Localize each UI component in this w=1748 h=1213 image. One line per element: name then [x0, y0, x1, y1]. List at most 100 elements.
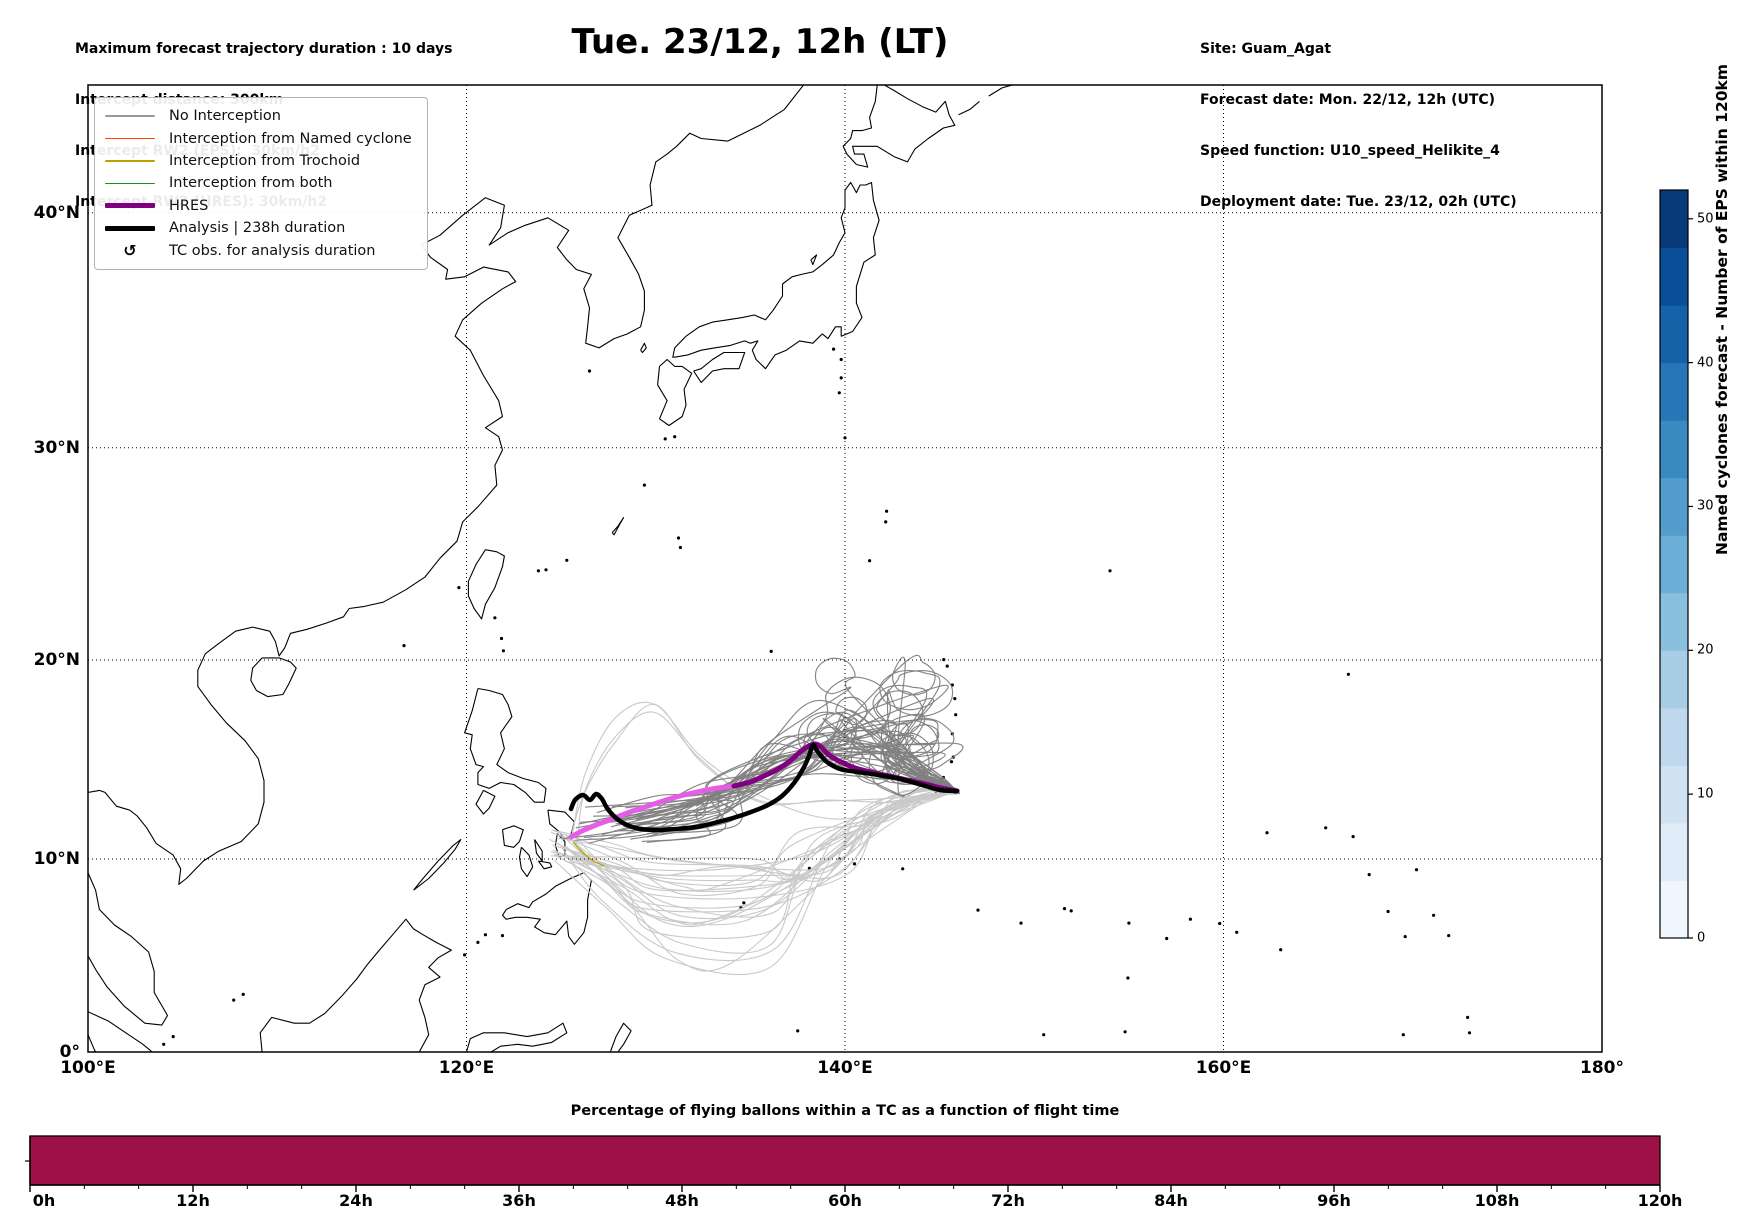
- eps-trajectory-no-interception: [570, 790, 959, 954]
- latitude-tick-label: 0°: [59, 1042, 80, 1062]
- eps-trajectory-no-interception: [566, 789, 958, 880]
- island-dot: [501, 649, 505, 653]
- coastline: [672, 181, 880, 370]
- colorbar-segment: [1660, 362, 1688, 421]
- coastline: [88, 872, 169, 1026]
- coastline: [465, 1022, 568, 1052]
- island-dot: [1467, 1031, 1472, 1035]
- island-dot: [1367, 873, 1371, 877]
- colorbar-axis-label: Named cyclones forecast - Number of EPS …: [1713, 64, 1731, 555]
- flight-time-tick-label: 12h: [176, 1191, 210, 1210]
- coastline: [609, 1022, 632, 1052]
- island-dot: [769, 649, 773, 654]
- eps-trajectory-no-interception: [564, 789, 958, 918]
- legend-item-named-cyclone: Interception from Named cyclone: [105, 127, 417, 149]
- island-dot: [476, 940, 480, 945]
- eps-trajectory-no-interception: [553, 787, 958, 913]
- colorbar-segment: [1660, 247, 1688, 306]
- coastline: [534, 839, 543, 862]
- colorbar-segment: [1660, 305, 1688, 364]
- longitude-tick-label: 140°E: [817, 1058, 873, 1078]
- flight-time-tick-label: 24h: [339, 1191, 373, 1210]
- coastline: [464, 687, 547, 803]
- legend-label: HRES: [169, 197, 209, 214]
- island-dot: [1042, 1033, 1046, 1037]
- eps-trajectory-no-interception: [557, 793, 959, 928]
- island-dot: [1108, 569, 1112, 573]
- eps-trajectory-no-interception: [550, 792, 960, 896]
- speed-function-text: Speed function: U10_speed_Helikite_4: [1200, 143, 1500, 159]
- island-dot: [1265, 831, 1269, 835]
- island-dot: [949, 760, 954, 764]
- coastline: [88, 1034, 97, 1052]
- island-dot: [1403, 935, 1407, 939]
- coastline: [852, 85, 956, 168]
- eps-trajectory-no-interception: [575, 711, 958, 829]
- site-text: Site: Guam_Agat: [1200, 41, 1332, 57]
- island-dot: [1324, 826, 1328, 830]
- island-dot: [885, 509, 889, 513]
- island-dot: [1414, 868, 1419, 872]
- flight-time-tick-label: 0h: [32, 1191, 56, 1210]
- island-dot: [241, 992, 245, 997]
- coastline: [501, 825, 524, 848]
- island-dot: [565, 558, 569, 562]
- island-dot: [171, 1035, 175, 1039]
- island-dot: [1401, 1033, 1405, 1037]
- legend-item-both: Interception from both: [105, 172, 417, 194]
- hres-trajectory-leadin: [568, 783, 737, 840]
- flight-time-tick-label: 120h: [1637, 1191, 1683, 1210]
- coastline: [693, 351, 746, 384]
- island-dot: [796, 1029, 800, 1033]
- legend-label: TC obs. for analysis duration: [169, 242, 376, 259]
- colorbar-tick-label: 0: [1697, 930, 1706, 946]
- island-dot: [1447, 934, 1451, 938]
- colorbar-segment: [1660, 822, 1688, 881]
- both-line-swatch: [105, 182, 155, 185]
- coastline: [501, 872, 592, 945]
- island-dot: [852, 862, 857, 866]
- eps-trajectory-no-interception: [549, 788, 956, 939]
- coastline: [657, 358, 693, 427]
- island-dot: [884, 520, 888, 524]
- eps-trajectory-no-interception: [647, 717, 964, 835]
- legend-label: Interception from both: [169, 175, 333, 192]
- island-dot: [162, 1042, 166, 1046]
- island-dot: [1351, 835, 1355, 839]
- island-dot: [642, 483, 647, 487]
- island-dot: [976, 908, 980, 912]
- island-dot: [1069, 909, 1073, 913]
- island-dot: [536, 569, 541, 573]
- colorbar-segment: [1660, 592, 1688, 651]
- coastline: [518, 846, 534, 878]
- eps-trajectory-no-interception: [554, 789, 959, 883]
- analysis-track: [568, 742, 960, 833]
- map-area: [88, 85, 1472, 1052]
- island-dot: [1466, 1015, 1470, 1020]
- longitude-tick-label: 180°: [1580, 1058, 1624, 1078]
- coastline: [810, 254, 818, 266]
- island-dot: [457, 586, 461, 590]
- colorbar-segment: [1660, 190, 1688, 249]
- analysis-line-swatch: [105, 225, 155, 231]
- colorbar-segment: [1660, 650, 1688, 709]
- colorbar-tick-label: 50: [1697, 211, 1714, 227]
- legend-label: Analysis | 238h duration: [169, 220, 346, 237]
- coastline: [475, 789, 496, 815]
- hres-line-swatch: [105, 203, 155, 209]
- island-dot: [1386, 909, 1390, 914]
- coastline: [537, 860, 553, 870]
- island-dot: [901, 867, 905, 871]
- colorbar-segment: [1660, 477, 1688, 536]
- island-dot: [1432, 913, 1436, 917]
- flight-time-tick-label: 36h: [502, 1191, 536, 1210]
- colorbar-segment: [1660, 880, 1688, 939]
- coastline: [259, 918, 452, 1052]
- island-dot: [945, 664, 949, 668]
- island-dot: [1279, 948, 1283, 952]
- eps-trajectory-no-interception: [632, 732, 956, 825]
- island-dot: [402, 644, 406, 648]
- legend-item-no-interception: No Interception: [105, 105, 417, 127]
- flight-time-tick-label: 48h: [665, 1191, 699, 1210]
- island-dot: [500, 934, 505, 938]
